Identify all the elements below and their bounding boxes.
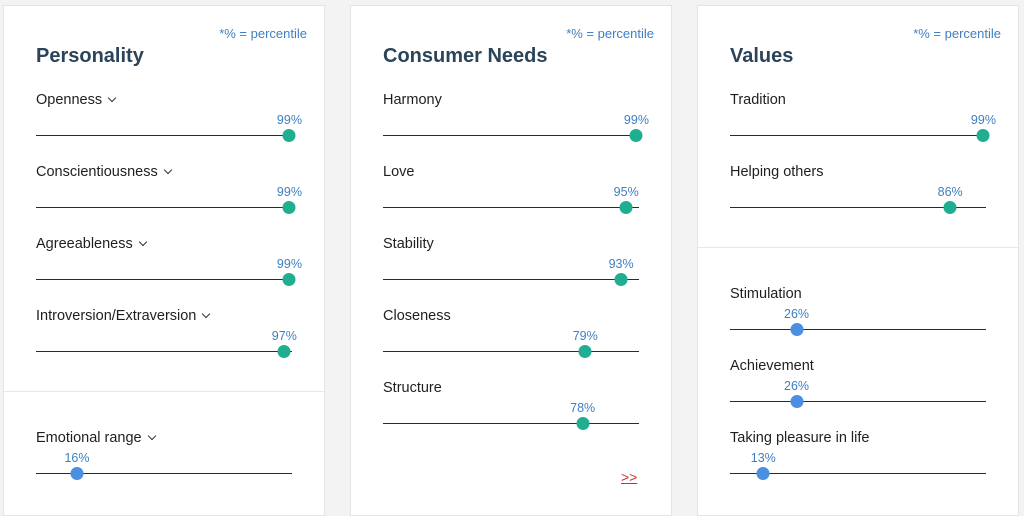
slider-track — [36, 351, 292, 352]
slider-dot — [790, 395, 804, 408]
trait-agreeableness-toggle[interactable]: Agreeableness — [36, 236, 147, 252]
trait-value: 99% — [970, 113, 996, 127]
slider-dot — [614, 273, 628, 286]
need-harmony: Harmony 99% — [383, 92, 649, 164]
slider-dot — [282, 129, 296, 142]
slider-dot — [629, 129, 643, 142]
percentile-note: *% = percentile — [566, 26, 654, 41]
slider-track — [383, 135, 639, 136]
trait-value: 99% — [276, 113, 302, 127]
trait-label: Love — [383, 164, 415, 180]
trait-value: 79% — [572, 329, 598, 343]
value-stimulation: Stimulation 26% — [730, 286, 986, 358]
personality-title: Personality — [36, 45, 144, 67]
need-closeness: Closeness 79% — [383, 308, 639, 380]
slider-track — [383, 351, 639, 352]
trait-value: 97% — [271, 329, 297, 343]
chevron-down-icon[interactable] — [107, 93, 117, 103]
trait-value: 99% — [276, 257, 302, 271]
slider-track — [730, 473, 986, 474]
chevron-down-icon[interactable] — [147, 431, 156, 441]
trait-label: Emotional range — [36, 430, 142, 446]
trait-value: 86% — [937, 185, 963, 199]
value-tradition: Tradition 99% — [730, 92, 996, 164]
trait-label: Structure — [383, 380, 442, 396]
slider-dot — [790, 323, 804, 336]
consumer-needs-card: *% = percentile Consumer Needs Harmony 9… — [350, 5, 672, 516]
trait-label: Introversion/Extraversion — [36, 308, 197, 324]
slider-dot — [619, 201, 633, 214]
slider-dot — [943, 201, 957, 214]
trait-introversion-extraversion-toggle[interactable]: Introversion/Extraversion — [36, 308, 211, 324]
trait-label: Agreeableness — [36, 236, 133, 252]
trait-label: Openness — [36, 92, 103, 108]
trait-label: Achievement — [730, 358, 814, 374]
need-stability: Stability 93% — [383, 236, 639, 308]
trait-openness-toggle[interactable]: Openness — [36, 92, 117, 108]
slider-track — [36, 473, 292, 474]
value-taking-pleasure-in-life: Taking pleasure in life 13% — [730, 430, 986, 502]
trait-value: 78% — [570, 401, 596, 415]
need-structure: Structure 78% — [383, 380, 639, 452]
trait-conscientiousness: Conscientiousness 99% — [36, 164, 302, 236]
section-divider — [698, 247, 1018, 248]
trait-value: 93% — [608, 257, 634, 271]
percentile-note: *% = percentile — [219, 26, 307, 41]
trait-label: Stimulation — [730, 286, 802, 302]
slider-track — [730, 135, 986, 136]
need-love: Love 95% — [383, 164, 639, 236]
slider-track — [730, 207, 986, 208]
slider-dot — [277, 345, 291, 358]
trait-value: 99% — [623, 113, 649, 127]
trait-value: 95% — [613, 185, 639, 199]
trait-value: 16% — [64, 451, 90, 465]
slider-dot — [578, 345, 592, 358]
values-card: *% = percentile Values Tradition 99% Hel… — [697, 5, 1019, 516]
section-divider — [4, 391, 324, 392]
chevron-down-icon[interactable] — [163, 165, 172, 175]
slider-track — [36, 279, 292, 280]
trait-agreeableness: Agreeableness 99% — [36, 236, 302, 308]
trait-label: Conscientiousness — [36, 164, 158, 180]
slider-track — [383, 207, 639, 208]
trait-conscientiousness-toggle[interactable]: Conscientiousness — [36, 164, 172, 180]
chevron-down-icon[interactable] — [202, 309, 211, 319]
slider-track — [383, 423, 639, 424]
slider-track — [730, 401, 986, 402]
trait-value: 26% — [784, 379, 810, 393]
slider-track — [730, 329, 986, 330]
trait-value: 13% — [750, 451, 776, 465]
slider-dot — [976, 129, 990, 142]
slider-dot — [70, 467, 84, 480]
personality-card: *% = percentile Personality Openness 99%… — [3, 5, 325, 516]
trait-openness: Openness 99% — [36, 92, 302, 164]
values-title: Values — [730, 45, 794, 67]
trait-introversion-extraversion: Introversion/Extraversion 97% — [36, 308, 297, 380]
trait-label: Helping others — [730, 164, 824, 180]
trait-label: Closeness — [383, 308, 451, 324]
trait-value: 26% — [784, 307, 810, 321]
trait-value: 99% — [276, 185, 302, 199]
value-achievement: Achievement 26% — [730, 358, 986, 430]
trait-label: Harmony — [383, 92, 442, 108]
trait-label: Tradition — [730, 92, 786, 108]
slider-track — [36, 135, 292, 136]
consumer-needs-title: Consumer Needs — [383, 45, 548, 67]
slider-track — [383, 279, 639, 280]
trait-label: Taking pleasure in life — [730, 430, 870, 446]
slider-dot — [282, 273, 296, 286]
more-needs-link[interactable]: >> — [621, 469, 638, 485]
trait-label: Stability — [383, 236, 434, 252]
slider-dot — [282, 201, 296, 214]
trait-emotional-range-toggle[interactable]: Emotional range — [36, 430, 156, 446]
value-helping-others: Helping others 86% — [730, 164, 986, 236]
slider-dot — [576, 417, 590, 430]
chevron-down-icon[interactable] — [138, 237, 147, 247]
slider-track — [36, 207, 292, 208]
slider-dot — [756, 467, 770, 480]
percentile-note: *% = percentile — [913, 26, 1001, 41]
trait-emotional-range: Emotional range 16% — [36, 430, 292, 502]
